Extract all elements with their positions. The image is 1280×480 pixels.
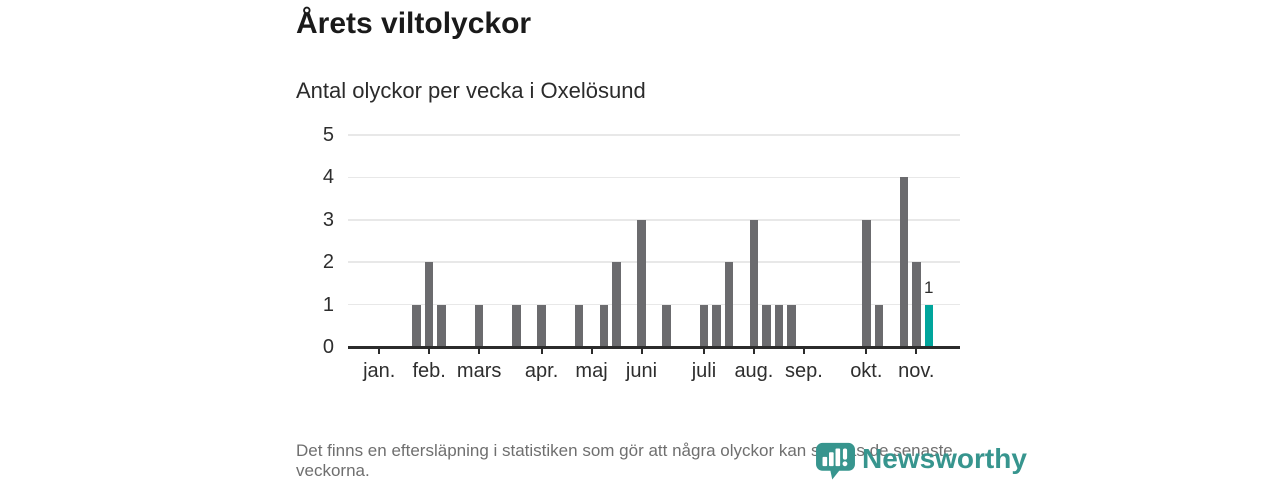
bar [599,304,609,347]
y-tick-label: 4 [322,166,334,189]
bar [749,219,759,347]
x-tick-label: feb. [412,360,446,382]
y-tick-label: 0 [322,336,334,358]
y-tick-label: 2 [322,251,334,274]
chart-subtitle: Antal olyckor per vecka i Oxelösund [296,78,646,103]
y-tick-label: 1 [322,293,334,316]
bar [637,219,646,347]
bar [412,304,421,347]
gridline [348,176,960,179]
bar [724,262,734,347]
bar [612,262,621,347]
bar [474,304,484,347]
x-tick [378,348,381,354]
bar-chart: 0 1 2 3 4 5 1 jan. feb. mars apr. maj juni juli aug.… [323,124,960,382]
bar [899,177,909,347]
bar-highlight [924,304,934,347]
bar [712,304,721,347]
bar [699,304,709,347]
bar [762,304,771,347]
bar [437,304,446,347]
gridline [348,303,960,306]
bar [862,219,871,347]
footer-note: Det finns en eftersläpning i statistiken… [296,441,953,480]
x-tick [915,348,918,354]
x-tick-label: jan. [363,360,396,382]
bar [574,304,584,347]
x-tick-label: nov. [898,360,935,382]
bar [512,304,521,347]
x-tick-label: okt. [850,360,883,382]
x-tick [865,348,868,354]
bar [662,304,671,347]
page-title: Årets viltolyckor [296,7,532,40]
newsworthy-logo[interactable]: Newsworthy [815,442,1027,480]
y-tick-label: 3 [322,208,334,231]
x-tick-label: juni [625,360,658,382]
x-tick [640,348,643,354]
newsworthy-logo-text: Newsworthy [862,443,1027,474]
x-tick-label: apr. [524,360,559,382]
bar [774,304,784,347]
y-axis-labels: 0 1 2 3 4 5 [276,124,334,358]
bar [787,304,796,347]
x-tick [802,348,805,354]
x-tick [428,348,431,354]
x-tick [702,348,705,354]
newsworthy-logo-icon [816,442,855,480]
bar [912,262,921,347]
gridline [348,134,960,136]
x-tick-label: maj [575,360,608,382]
bar [874,304,884,347]
gridline [348,261,960,263]
x-tick-label: aug. [734,360,774,382]
x-axis-line [348,345,960,349]
bar [537,304,546,347]
highlight-value-label: 1 [924,277,934,297]
gridline [348,219,960,221]
x-tick [590,348,593,354]
x-tick [478,348,481,354]
y-tick-label: 5 [322,124,334,146]
x-axis: jan. feb. mars apr. maj juni juli aug. sep. okt. n… [348,347,960,391]
bar [424,262,434,347]
x-tick [540,348,543,354]
x-tick-label: mars [456,360,502,382]
x-tick-label: juli [691,360,717,382]
x-tick-label: sep. [784,360,823,382]
x-tick [752,348,755,354]
plot-area: 1 [348,134,960,349]
